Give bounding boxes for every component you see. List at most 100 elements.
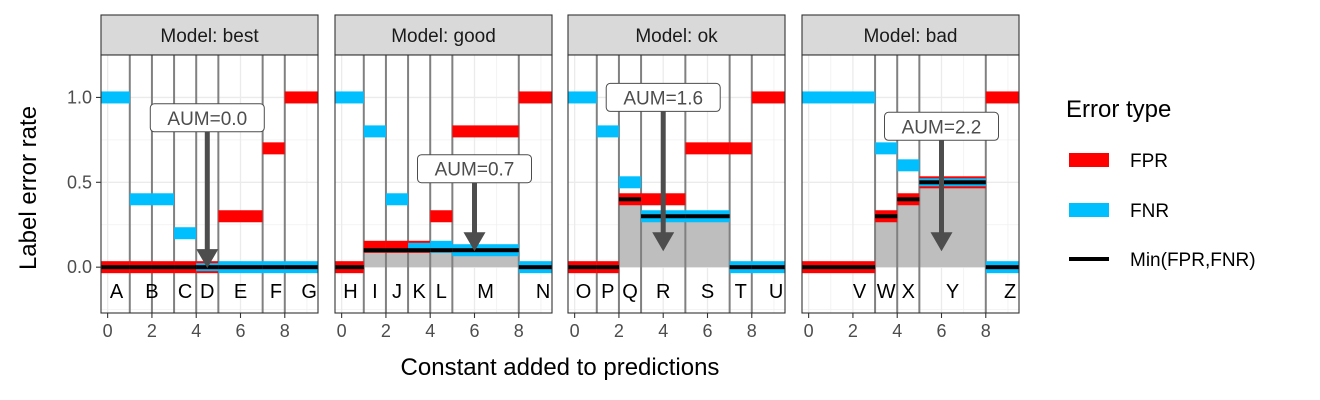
- fnr-segment: [385, 193, 409, 206]
- aum-label: AUM=0.0: [149, 103, 265, 133]
- fnr-segment: [335, 91, 364, 104]
- aum-arrowhead: [930, 232, 953, 252]
- x-tick-label: 8: [747, 321, 757, 341]
- min-segment: [101, 265, 130, 270]
- min-segment: [335, 265, 364, 270]
- x-tick-label: 0: [570, 321, 580, 341]
- x-tick-label: 4: [191, 321, 201, 341]
- interval-letter: L: [436, 281, 447, 303]
- y-tick-label: 0.5: [67, 172, 92, 192]
- panel-strip: [567, 14, 786, 56]
- x-tick-label: 4: [425, 321, 435, 341]
- panel-border: [100, 54, 319, 314]
- fpr-segment: [985, 91, 1019, 104]
- legend: Error type FPR FNR Min(FPR,FNR): [1066, 96, 1256, 271]
- fnr-segment: [568, 91, 597, 104]
- fpr-segment: [751, 91, 785, 104]
- min-segment: [596, 265, 619, 270]
- interval-letter: P: [601, 281, 614, 303]
- aum-arrowhead: [463, 232, 486, 252]
- min-segment: [875, 214, 898, 219]
- panel-border: [567, 54, 786, 314]
- panel-title: Model: ok: [635, 26, 718, 47]
- fpr-segment: [218, 210, 263, 223]
- min-segment: [985, 265, 1019, 270]
- min-segment: [430, 248, 453, 253]
- panel-strip: [100, 14, 319, 56]
- fnr-segment: [875, 142, 898, 155]
- legend-key-fpr: [1069, 153, 1109, 167]
- panel-title: Model: bad: [863, 26, 957, 47]
- x-tick-label: 2: [848, 321, 858, 341]
- interval-letter: S: [701, 281, 714, 303]
- aum-area: [875, 216, 898, 268]
- min-segment: [751, 265, 785, 270]
- x-tick-label: 2: [614, 321, 624, 341]
- interval-letter: Z: [1004, 281, 1016, 303]
- panel-border: [801, 54, 1020, 314]
- panel-0: Model: best A B C D E F G AUM=0.0 0 2 4 6 8 0.0 0.5 1.0: [67, 14, 319, 341]
- fpr-segment: [452, 125, 519, 138]
- x-tick-label: 4: [892, 321, 902, 341]
- aum-label-box: [417, 154, 532, 184]
- x-tick-label: 6: [235, 321, 245, 341]
- legend-item: FNR: [1069, 201, 1169, 222]
- interval-letter: J: [392, 281, 402, 303]
- x-tick-label: 2: [381, 321, 391, 341]
- fnr-segment: [802, 91, 876, 104]
- min-segment: [802, 265, 876, 270]
- min-segment: [897, 197, 920, 202]
- min-segment: [729, 265, 752, 270]
- min-segment: [618, 197, 642, 202]
- interval-letter: D: [200, 281, 214, 303]
- fnr-segment: [101, 91, 130, 104]
- interval-letter: H: [343, 281, 357, 303]
- interval-letter: N: [536, 281, 550, 303]
- min-segment: [518, 265, 552, 270]
- interval-letter: A: [110, 281, 124, 303]
- x-tick-label: 6: [936, 321, 946, 341]
- interval-letter: T: [735, 281, 747, 303]
- legend-item: Min(FPR,FNR): [1069, 250, 1256, 271]
- x-tick-label: 6: [702, 321, 712, 341]
- aum-label-box: [884, 111, 999, 141]
- interval-letter: K: [412, 281, 426, 303]
- x-tick-label: 4: [658, 321, 668, 341]
- fnr-segment: [151, 193, 175, 206]
- fnr-segment: [618, 176, 642, 189]
- y-axis-title: Label error rate: [15, 106, 42, 270]
- min-segment: [919, 180, 986, 185]
- interval-letter: X: [902, 281, 915, 303]
- aum-label-text: AUM=0.7: [435, 160, 515, 181]
- x-tick-label: 0: [804, 321, 814, 341]
- x-tick-label: 0: [337, 321, 347, 341]
- fpr-segment: [518, 91, 552, 104]
- fnr-segment: [363, 125, 386, 138]
- interval-letter: O: [576, 281, 592, 303]
- panel-strip: [801, 14, 1020, 56]
- aum-label-box: [149, 103, 265, 133]
- aum-area: [408, 250, 431, 268]
- min-segment: [284, 265, 318, 270]
- min-segment: [568, 265, 597, 270]
- legend-title: Error type: [1066, 96, 1171, 123]
- legend-label: FPR: [1130, 151, 1168, 172]
- interval-letter: G: [301, 281, 317, 303]
- interval-letter: C: [178, 281, 192, 303]
- min-segment: [218, 265, 263, 270]
- panel-1: Model: good H I J K L M N AUM=0.7 0 2 4 6 8: [334, 14, 553, 341]
- fnr-segment: [408, 242, 431, 251]
- x-tick-label: 0: [103, 321, 113, 341]
- fnr-segment: [174, 227, 197, 240]
- fpr-segment: [729, 142, 752, 155]
- aum-label: AUM=0.7: [417, 154, 532, 184]
- fpr-segment: [685, 142, 730, 155]
- min-segment: [363, 248, 386, 253]
- fnr-segment: [129, 193, 152, 206]
- aum-area: [385, 250, 409, 268]
- min-segment: [452, 248, 519, 253]
